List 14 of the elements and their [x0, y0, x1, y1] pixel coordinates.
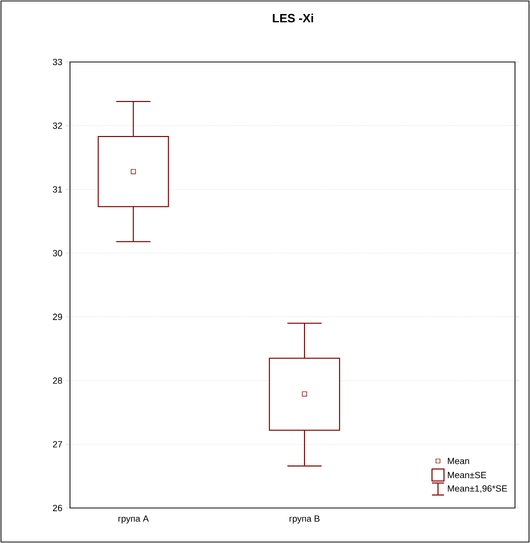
x-tick-label: група A	[118, 516, 149, 524]
y-tick-label: 31	[52, 186, 62, 193]
y-tick-label: 27	[52, 441, 62, 448]
y-tick-label: 32	[52, 122, 62, 129]
chart-title: LES -Xi	[272, 14, 314, 22]
annotation: Mean±SE	[448, 472, 486, 478]
annotation: Mean±1,96*SE	[448, 485, 508, 493]
x-tick-label: група B	[290, 516, 320, 524]
y-tick-label: 26	[52, 504, 62, 512]
y-tick-label: 33	[52, 58, 62, 66]
annotation: Mean	[448, 458, 470, 464]
y-tick-label: 28	[52, 377, 62, 384]
y-tick-label: 30	[52, 250, 62, 256]
y-tick-label: 29	[52, 314, 62, 320]
